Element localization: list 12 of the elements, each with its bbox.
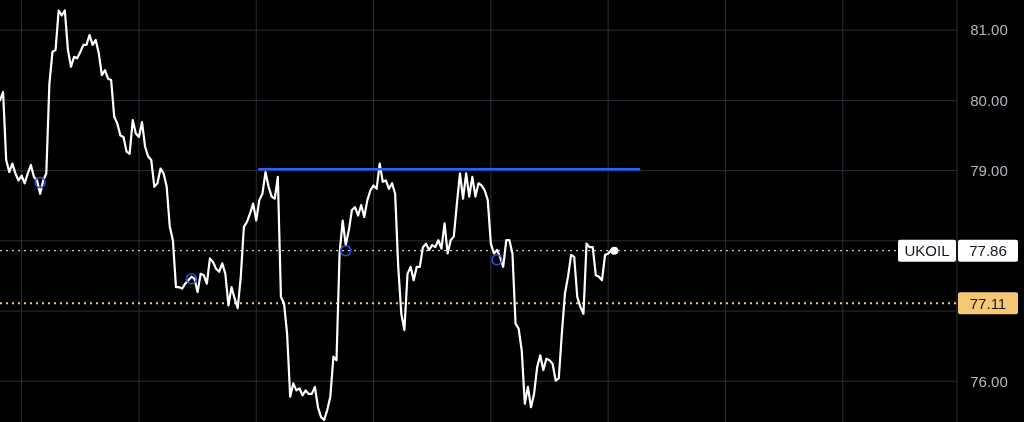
ref-line-label: 77.11: [969, 294, 1007, 312]
point: [491, 254, 503, 266]
point: [185, 273, 198, 285]
point: [340, 244, 352, 257]
y-tick-label: 80.00: [970, 91, 1008, 109]
y-tick-label: 76.00: [970, 372, 1008, 390]
annotation: UKOIL: [904, 241, 950, 259]
y-tick-label: 81.00: [970, 21, 1008, 39]
ref-line-label: 77.86: [969, 241, 1007, 259]
point: [610, 246, 619, 255]
y-tick-label: 79.00: [970, 161, 1008, 179]
point: [34, 176, 46, 189]
